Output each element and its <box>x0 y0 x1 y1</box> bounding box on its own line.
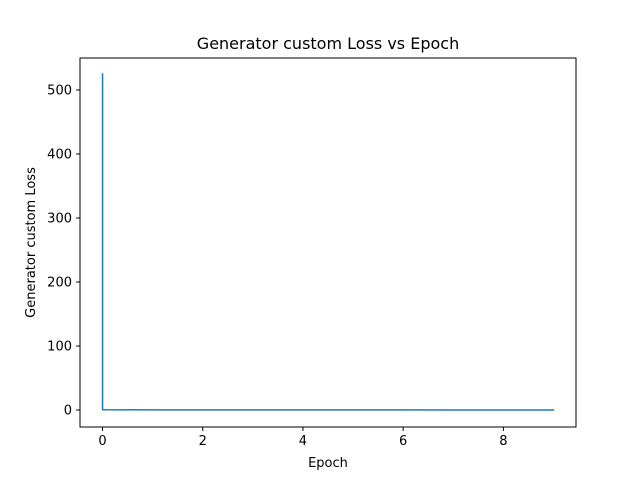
y-tick-label: 100 <box>47 340 72 355</box>
x-tick-label: 0 <box>98 434 106 449</box>
x-tick-label: 4 <box>299 434 307 449</box>
x-tick-label: 6 <box>399 434 407 449</box>
x-axis-ticks: 0 2 4 6 8 <box>98 427 507 449</box>
y-tick-label: 300 <box>47 212 72 227</box>
plot-layer <box>101 73 555 411</box>
x-tick-label: 8 <box>499 434 507 449</box>
x-axis-label: Epoch <box>308 456 348 471</box>
y-axis-ticks: 0 100 200 300 400 500 <box>47 84 80 419</box>
series-line-0 <box>101 73 555 411</box>
x-tick-label: 2 <box>199 434 207 449</box>
y-axis-label: Generator custom Loss <box>24 167 39 318</box>
y-tick-label: 0 <box>64 404 72 419</box>
chart-title: Generator custom Loss vs Epoch <box>197 34 459 53</box>
plot-frame <box>79 57 577 428</box>
y-tick-label: 200 <box>47 276 72 291</box>
y-tick-label: 400 <box>47 148 72 163</box>
y-tick-label: 500 <box>47 84 72 99</box>
